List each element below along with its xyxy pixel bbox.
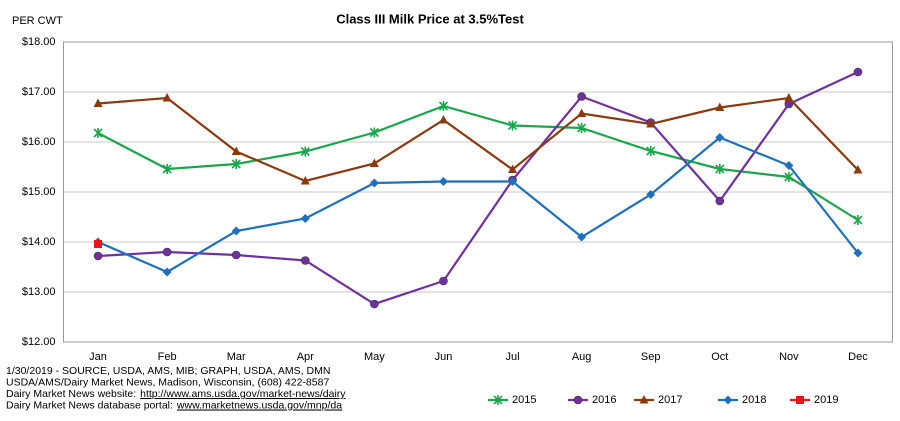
y-tick-label: $16.00 [22, 136, 56, 148]
note-text: Dairy Market News website: [6, 388, 136, 400]
legend-label: 2015 [512, 394, 536, 406]
marker [784, 93, 794, 102]
x-tick-label: Dec [848, 351, 868, 363]
marker [162, 93, 172, 102]
y-tick-label: $12.00 [22, 336, 56, 348]
marker [231, 250, 241, 260]
marker [853, 165, 863, 174]
legend-marker [796, 396, 804, 404]
x-tick-label: Sep [641, 351, 661, 363]
legend-marker [639, 395, 649, 404]
marker [93, 251, 103, 261]
legend-label: 2019 [814, 394, 838, 406]
marker [438, 115, 448, 124]
marker [231, 159, 241, 169]
source-note: 1/30/2019 - SOURCE, USDA, AMS, MIB; GRAP… [6, 365, 330, 377]
marker [369, 178, 379, 188]
marker [577, 232, 587, 242]
x-tick-label: Jul [506, 351, 520, 363]
note-text: USDA/AMS/Dairy Market News, Madison, Wis… [6, 376, 329, 388]
series-line [97, 71, 859, 306]
marker [94, 240, 103, 248]
marker [300, 176, 310, 185]
x-tick-label: May [364, 351, 385, 363]
marker [231, 146, 241, 155]
y-axis-label: PER CWT [12, 15, 63, 27]
x-tick-label: Jun [435, 351, 453, 363]
note-text: Dairy Market News database portal: [6, 399, 173, 411]
marker [715, 196, 725, 206]
y-tick-label: $13.00 [22, 286, 56, 298]
note-text: 1/30/2019 - SOURCE, USDA, AMS, MIB; GRAP… [6, 365, 330, 377]
legend-label: 2018 [742, 394, 766, 406]
y-tick-label: $14.00 [22, 236, 56, 248]
marker [577, 108, 587, 117]
source-note: Dairy Market News website: http://www.ams… [6, 388, 346, 400]
chart-title: Class III Milk Price at 3.5%Test [336, 11, 524, 26]
marker [577, 92, 586, 101]
marker [507, 120, 518, 131]
marker [369, 158, 379, 167]
y-tick-label: $18.00 [22, 36, 56, 48]
marker [438, 177, 448, 186]
x-tick-label: Aug [572, 351, 592, 363]
marker [853, 248, 863, 258]
marker [784, 161, 794, 170]
marker [93, 128, 103, 138]
marker [231, 226, 241, 236]
note-link: http://www.ams.usda.gov/market-news/dair… [140, 388, 346, 400]
marker [369, 127, 379, 138]
marker [577, 123, 587, 133]
marker [300, 256, 310, 265]
marker [715, 164, 725, 174]
legend-marker [493, 395, 503, 405]
legend-label: 2016 [592, 394, 616, 406]
x-tick-label: Oct [711, 351, 728, 363]
marker [853, 215, 863, 225]
marker [784, 172, 794, 182]
x-tick-label: Apr [297, 351, 314, 363]
marker [370, 299, 379, 309]
x-tick-label: Jan [89, 351, 107, 363]
marker [300, 146, 310, 157]
note-link: www.marketnews.usda.gov/mnp/da [176, 399, 342, 411]
plot-border [63, 41, 893, 343]
y-tick-label: $15.00 [22, 186, 56, 198]
x-tick-label: Mar [227, 351, 246, 363]
legend-marker [723, 395, 733, 405]
series-line [97, 96, 859, 183]
series-line [97, 104, 859, 221]
marker [439, 276, 448, 286]
marker [300, 214, 310, 223]
source-note: USDA/AMS/Dairy Market News, Madison, Wis… [6, 376, 329, 388]
marker [715, 133, 725, 142]
marker [853, 67, 863, 77]
marker [162, 164, 172, 174]
series-line [97, 136, 859, 274]
x-tick-label: Nov [779, 351, 799, 363]
marker [508, 164, 518, 173]
marker [646, 190, 656, 199]
marker [508, 177, 518, 186]
y-tick-label: $17.00 [22, 86, 56, 98]
marker [438, 101, 449, 111]
legend-label: 2017 [658, 394, 682, 406]
source-note: Dairy Market News database portal: www.ma… [6, 399, 342, 411]
marker [715, 102, 725, 111]
marker [93, 98, 103, 107]
marker [162, 247, 172, 257]
marker [162, 267, 172, 277]
marker [646, 119, 656, 128]
marker [646, 146, 656, 156]
x-tick-label: Feb [158, 351, 177, 363]
legend-marker [573, 395, 583, 405]
